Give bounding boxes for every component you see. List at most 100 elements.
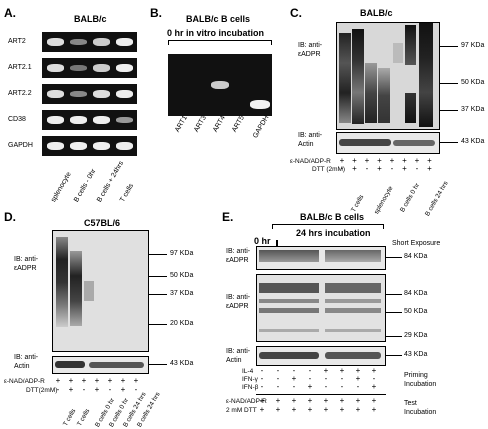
ib-label: IB: anti- (298, 132, 323, 139)
treatment-symbol: + (94, 376, 100, 385)
exposure-label: Short Exposure (392, 240, 441, 247)
panel-d-letter: D. (4, 210, 16, 224)
panel-d-blot (52, 230, 149, 352)
lane-label: splenocyte (50, 171, 73, 204)
panel-e-actin (256, 346, 386, 366)
treatment-symbol: - (276, 382, 280, 391)
treatment-symbol: + (427, 164, 432, 173)
lane-label: splenocyte (373, 185, 395, 216)
treatment-symbol: - (324, 382, 328, 391)
treatment-symbol: + (352, 164, 357, 173)
panel-c-letter: C. (290, 6, 302, 20)
treatment-symbol: + (120, 385, 126, 394)
treatment-symbol: - (292, 366, 296, 375)
row-label: ART2.2 (8, 90, 32, 97)
treatment-symbol: - (356, 382, 360, 391)
ib-label: Actin (226, 357, 242, 364)
treatment-symbol: + (323, 366, 329, 375)
treatment-symbol: + (120, 376, 126, 385)
lane-label: T cells (62, 407, 78, 428)
lane-label: B cells 24 hrs (424, 180, 450, 218)
ib-label: εADPR (14, 265, 37, 272)
treatment-symbol: - (390, 164, 394, 173)
panel-a-letter: A. (4, 6, 16, 20)
treatment-symbol: - (260, 366, 264, 375)
marker-label: 50 KDa (170, 272, 194, 279)
row-label: CD38 (8, 116, 26, 123)
panel-d-actin (52, 356, 149, 374)
treatment-symbol: + (107, 376, 113, 385)
gel-strip-cd38 (42, 110, 137, 130)
row-label: ART2.1 (8, 64, 32, 71)
treatment-symbol: - (260, 374, 264, 383)
treatment-symbol: + (427, 156, 432, 165)
ifnb-label: IFN-β (242, 384, 259, 391)
priming-label: Priming (404, 372, 428, 379)
treatment-symbol: + (291, 405, 297, 414)
treatment-symbol: + (402, 156, 407, 165)
treatment-symbol: - (365, 164, 369, 173)
treatment-symbol: + (377, 156, 382, 165)
row-label: ART2 (8, 38, 26, 45)
treatment-symbol: + (339, 156, 345, 165)
marker-label: 37 KDa (170, 290, 194, 297)
treatment-symbol: + (371, 405, 377, 414)
treatment-symbol: + (291, 374, 297, 383)
treatment-symbol: + (377, 164, 382, 173)
treatment-symbol: - (340, 164, 344, 173)
lane-label: GAPDH (252, 114, 271, 140)
dtt-label: DTT(2mM) (26, 387, 58, 394)
marker-label: 43 KDa (404, 351, 428, 358)
treatment-symbol: - (82, 385, 86, 394)
treatment-symbol: + (352, 156, 357, 165)
treatment-symbol: - (56, 385, 60, 394)
treatment-symbol: + (307, 405, 313, 414)
panel-a-title: BALB/c (74, 14, 107, 24)
treatment-symbol: - (340, 382, 344, 391)
row-label: GAPDH (8, 142, 33, 149)
marker-label: 84 KDa (404, 253, 428, 260)
treatment-symbol: + (355, 405, 361, 414)
ib-label: IB: anti- (14, 354, 39, 361)
marker-label: 50 KDa (404, 308, 428, 315)
treatment-symbol: - (108, 385, 112, 394)
treatment-symbol: + (402, 164, 407, 173)
il4-label: IL-4 (242, 368, 254, 375)
treat-label: ε-NAD/ADP-R (290, 158, 331, 165)
ib-label: Actin (298, 141, 314, 148)
lane-label: T cells (350, 193, 366, 214)
treatment-symbol: + (339, 366, 345, 375)
treatment-symbol: + (323, 396, 329, 405)
treatment-symbol: + (291, 396, 297, 405)
treatment-symbol: + (81, 376, 87, 385)
treatment-symbol: + (275, 405, 281, 414)
lane-label: B cells 0 hr (399, 182, 422, 214)
ib-label: εADPR (298, 51, 321, 58)
treatment-symbol: + (259, 396, 265, 405)
ib-label: εADPR (226, 257, 249, 264)
ib-label: IB: anti- (226, 248, 251, 255)
ib-label: IB: anti- (298, 42, 323, 49)
panel-e-main-blot (256, 274, 386, 342)
treatment-symbol: - (134, 385, 138, 394)
gel-strip-gapdh (42, 136, 137, 156)
treatment-symbol: + (259, 405, 265, 414)
test-label: Incubation (404, 409, 437, 416)
panel-e-short-blot (256, 246, 386, 270)
lane-label: B cells - 0hr (73, 167, 98, 204)
treatment-symbol: - (340, 374, 344, 383)
gel-strip-art2 (42, 32, 137, 52)
marker-label: 37 KDa (461, 106, 485, 113)
panel-b-letter: B. (150, 6, 162, 20)
treatment-symbol: + (371, 396, 377, 405)
marker-label: 97 KDa (170, 250, 194, 257)
treatment-symbol: + (355, 366, 361, 375)
panel-b-gel (168, 54, 272, 116)
treat-label: ε-NAD/ADP-R (4, 378, 45, 385)
marker-label: 84 KDa (404, 290, 428, 297)
marker-label: 29 KDa (404, 332, 428, 339)
treatment-symbol: + (94, 385, 100, 394)
treatment-symbol: + (307, 382, 313, 391)
gel-strip-art22 (42, 84, 137, 104)
marker-label: 20 KDa (170, 320, 194, 327)
